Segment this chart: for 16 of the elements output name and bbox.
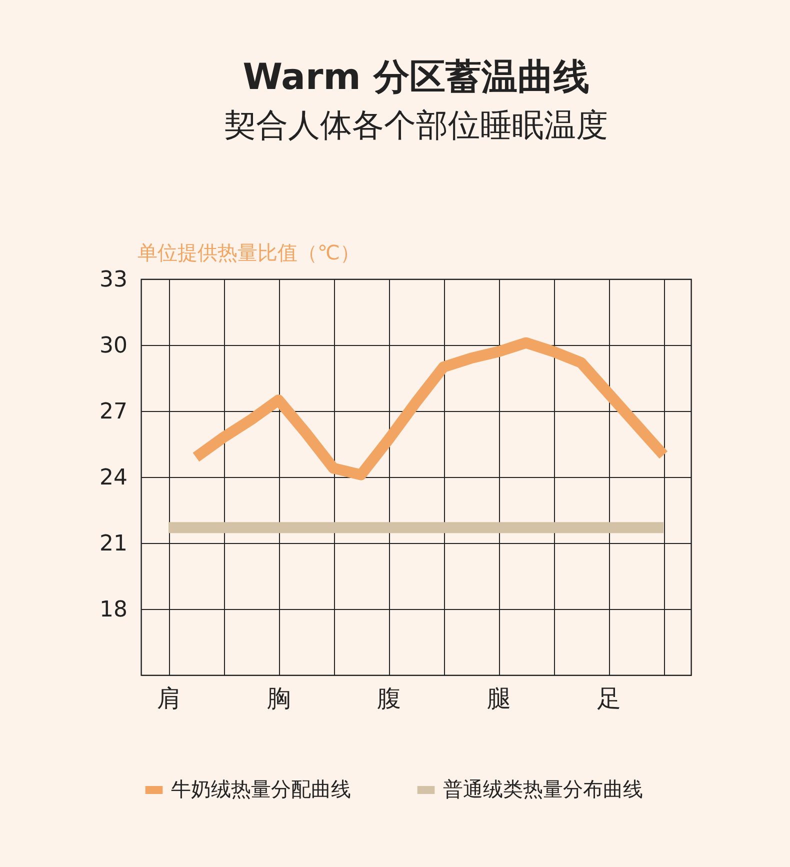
chart-subtitle: 契合人体各个部位睡眠温度: [224, 106, 608, 144]
y-tick-label: 33: [100, 268, 128, 292]
chart-title: Warm 分区蓄温曲线: [242, 57, 590, 98]
legend-label: 普通绒类热量分布曲线: [443, 777, 643, 801]
x-tick-label: 胸: [267, 684, 291, 712]
x-tick-label: 肩: [157, 684, 181, 712]
y-tick-label: 18: [100, 598, 128, 622]
y-axis-title: 单位提供热量比值（℃）: [138, 240, 360, 264]
x-tick-label: 腿: [487, 684, 511, 712]
legend-label: 牛奶绒热量分配曲线: [171, 777, 351, 801]
y-tick-label: 27: [100, 400, 128, 424]
y-tick-label: 24: [100, 466, 128, 490]
y-tick-label: 30: [100, 334, 128, 358]
y-tick-label: 21: [100, 532, 128, 556]
x-tick-label: 足: [597, 684, 621, 712]
x-tick-label: 腹: [377, 684, 401, 712]
